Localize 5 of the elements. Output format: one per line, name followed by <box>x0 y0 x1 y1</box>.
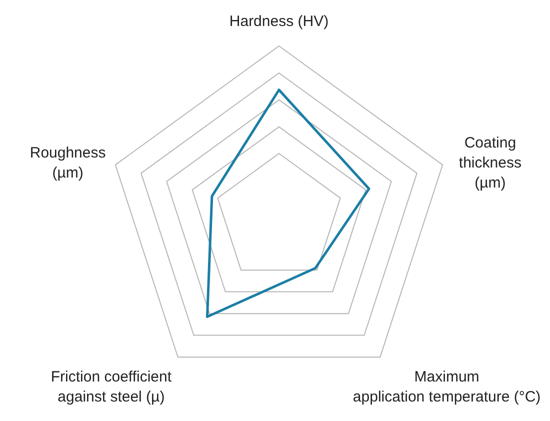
spoke-label: Coating thickness (µm) <box>458 134 522 192</box>
spoke-label: Friction coefficient against steel (µ) <box>50 368 172 406</box>
spoke-label: Maximum application temperature (°C) <box>352 368 541 406</box>
spoke-label: Roughness (µm) <box>30 144 106 182</box>
spoke-label: Hardness (HV) <box>229 13 329 30</box>
